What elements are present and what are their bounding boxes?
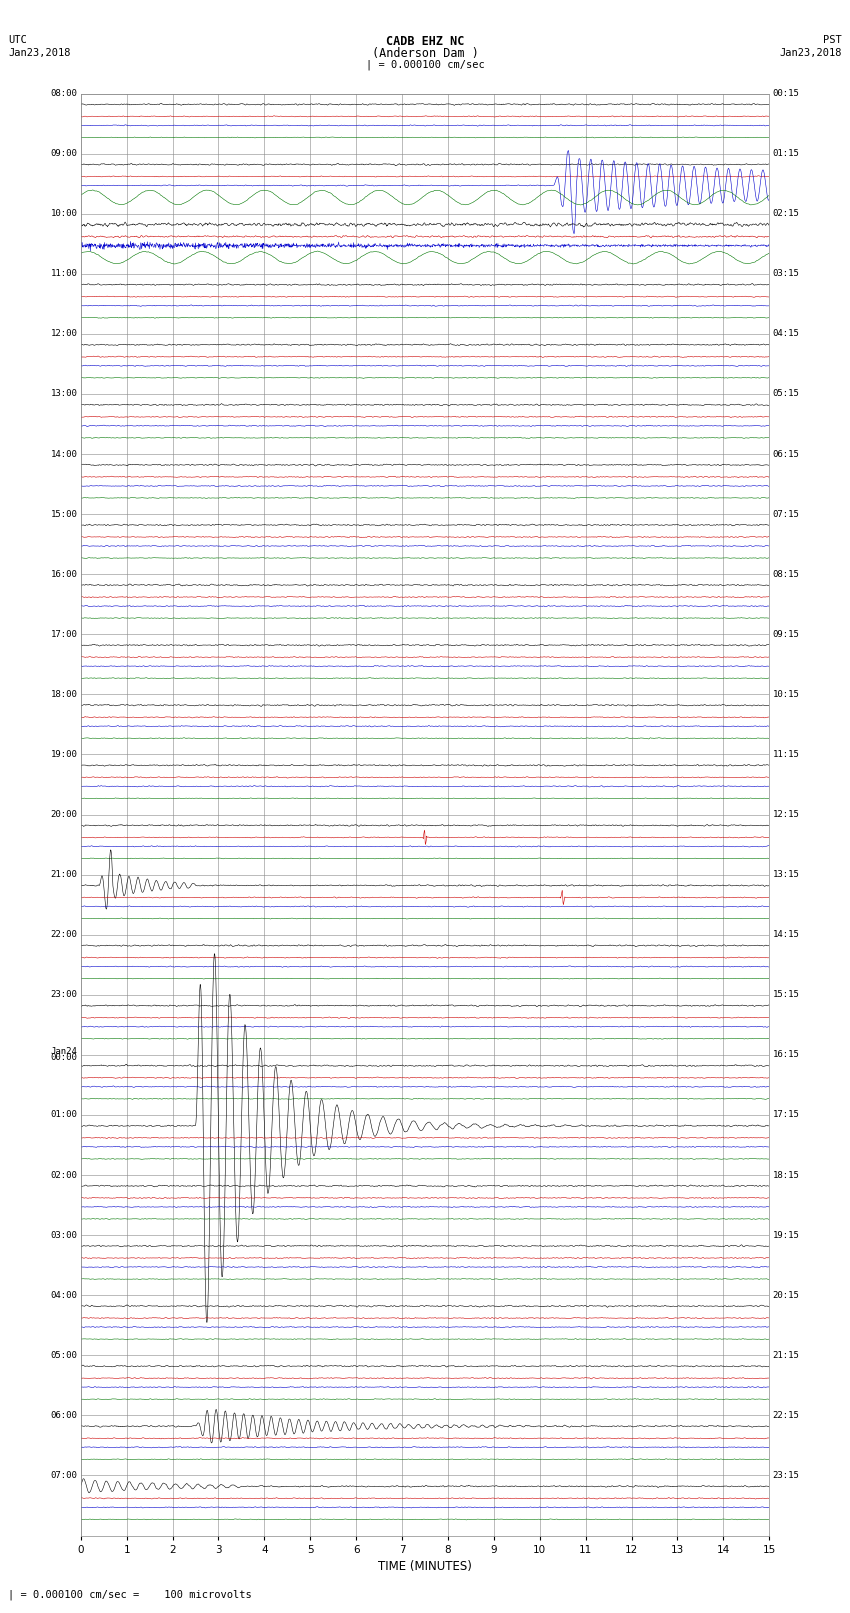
Text: CADB EHZ NC: CADB EHZ NC: [386, 35, 464, 48]
Text: 09:15: 09:15: [773, 629, 800, 639]
Text: 08:15: 08:15: [773, 569, 800, 579]
Text: 00:15: 00:15: [773, 89, 800, 98]
Text: 04:00: 04:00: [50, 1290, 77, 1300]
Text: | = 0.000100 cm/sec: | = 0.000100 cm/sec: [366, 60, 484, 71]
Text: 10:00: 10:00: [50, 210, 77, 218]
Text: UTC: UTC: [8, 35, 27, 45]
Text: 21:15: 21:15: [773, 1350, 800, 1360]
Text: 23:15: 23:15: [773, 1471, 800, 1481]
Text: 05:00: 05:00: [50, 1350, 77, 1360]
Text: 00:00: 00:00: [50, 1053, 77, 1063]
Text: 15:15: 15:15: [773, 990, 800, 1000]
Text: 17:15: 17:15: [773, 1110, 800, 1119]
Text: 12:15: 12:15: [773, 810, 800, 819]
Text: Jan24: Jan24: [50, 1047, 77, 1057]
Text: 16:00: 16:00: [50, 569, 77, 579]
Text: 17:00: 17:00: [50, 629, 77, 639]
Text: Jan23,2018: Jan23,2018: [8, 48, 71, 58]
Text: 05:15: 05:15: [773, 389, 800, 398]
Text: 06:00: 06:00: [50, 1411, 77, 1419]
Text: 12:00: 12:00: [50, 329, 77, 339]
Text: 11:15: 11:15: [773, 750, 800, 760]
Text: 03:15: 03:15: [773, 269, 800, 279]
Text: 04:15: 04:15: [773, 329, 800, 339]
Text: 14:15: 14:15: [773, 931, 800, 939]
Text: 18:00: 18:00: [50, 690, 77, 698]
Text: 20:00: 20:00: [50, 810, 77, 819]
Text: 14:00: 14:00: [50, 450, 77, 458]
Text: 19:00: 19:00: [50, 750, 77, 760]
Text: 02:15: 02:15: [773, 210, 800, 218]
Text: Jan23,2018: Jan23,2018: [779, 48, 842, 58]
Text: 13:15: 13:15: [773, 869, 800, 879]
Text: (Anderson Dam ): (Anderson Dam ): [371, 47, 479, 60]
Text: 15:00: 15:00: [50, 510, 77, 519]
Text: 06:15: 06:15: [773, 450, 800, 458]
Text: 18:15: 18:15: [773, 1171, 800, 1179]
Text: 07:15: 07:15: [773, 510, 800, 519]
Text: | = 0.000100 cm/sec =    100 microvolts: | = 0.000100 cm/sec = 100 microvolts: [8, 1589, 252, 1600]
Text: 09:00: 09:00: [50, 148, 77, 158]
Text: 10:15: 10:15: [773, 690, 800, 698]
Text: 22:15: 22:15: [773, 1411, 800, 1419]
Text: 08:00: 08:00: [50, 89, 77, 98]
X-axis label: TIME (MINUTES): TIME (MINUTES): [378, 1560, 472, 1573]
Text: 02:00: 02:00: [50, 1171, 77, 1179]
Text: 01:00: 01:00: [50, 1110, 77, 1119]
Text: 22:00: 22:00: [50, 931, 77, 939]
Text: 16:15: 16:15: [773, 1050, 800, 1060]
Text: 21:00: 21:00: [50, 869, 77, 879]
Text: 11:00: 11:00: [50, 269, 77, 279]
Text: 01:15: 01:15: [773, 148, 800, 158]
Text: 23:00: 23:00: [50, 990, 77, 1000]
Text: 20:15: 20:15: [773, 1290, 800, 1300]
Text: PST: PST: [823, 35, 842, 45]
Text: 03:00: 03:00: [50, 1231, 77, 1240]
Text: 07:00: 07:00: [50, 1471, 77, 1481]
Text: 13:00: 13:00: [50, 389, 77, 398]
Text: 19:15: 19:15: [773, 1231, 800, 1240]
